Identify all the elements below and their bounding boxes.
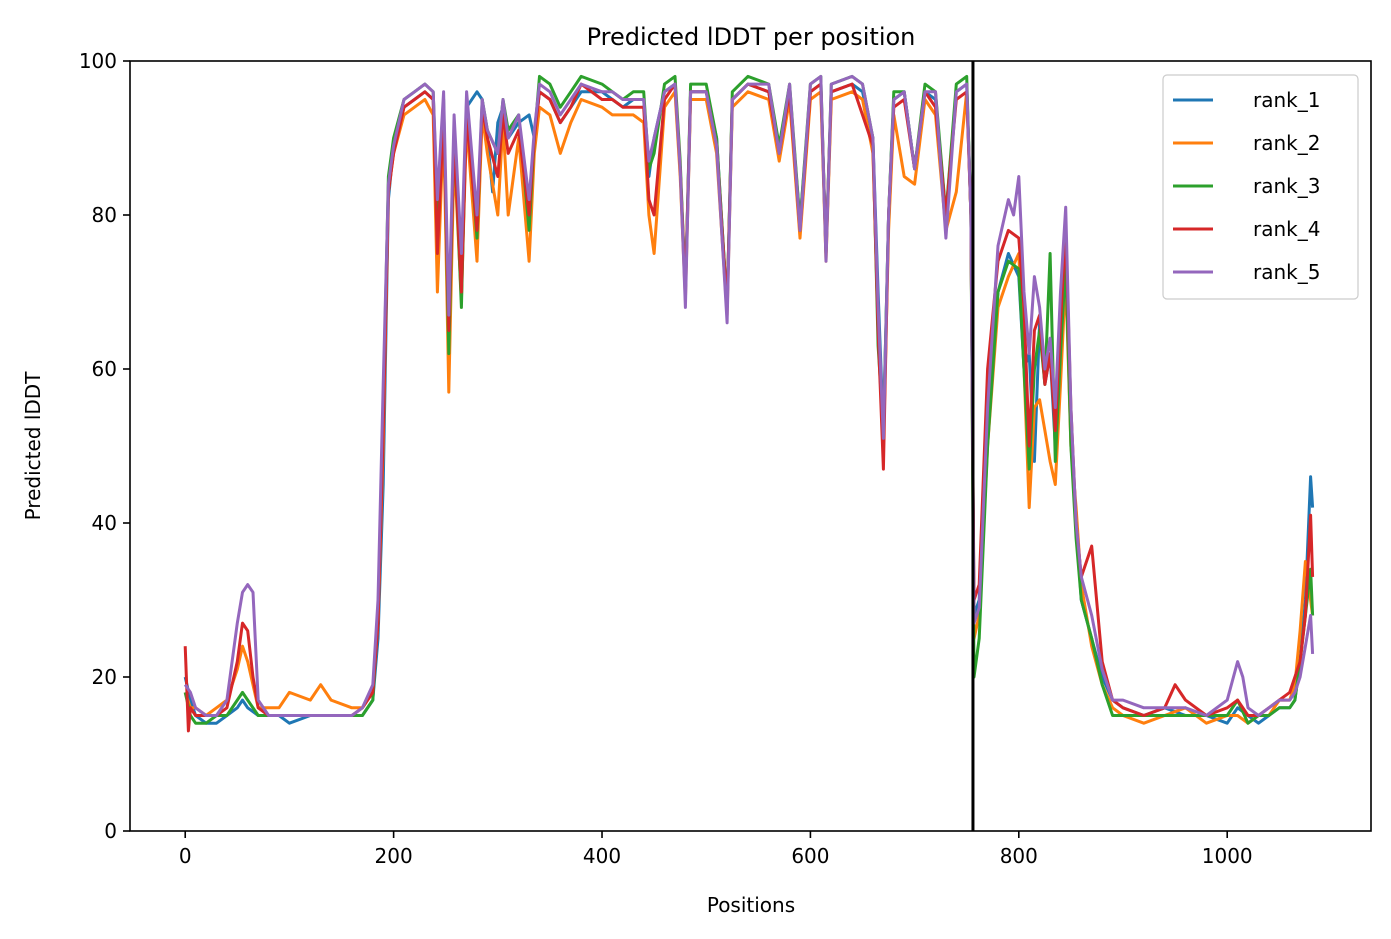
legend-label: rank_5 xyxy=(1253,260,1320,284)
x-tick-label: 1000 xyxy=(1202,844,1253,868)
legend-label: rank_4 xyxy=(1253,217,1320,241)
y-axis: 0 20 40 60 80 100 xyxy=(79,49,130,843)
y-axis-title: Predicted lDDT xyxy=(21,371,45,521)
legend-item-rank-2: rank_2 xyxy=(1173,131,1320,155)
chart-title: Predicted lDDT per position xyxy=(587,23,916,51)
plot-frame xyxy=(129,60,1372,832)
legend-item-rank-3: rank_3 xyxy=(1173,174,1320,198)
x-tick-label: 400 xyxy=(583,844,621,868)
x-tick-label: 0 xyxy=(179,844,192,868)
legend-label: rank_2 xyxy=(1253,131,1320,155)
x-tick-label: 200 xyxy=(375,844,413,868)
x-tick-label: 600 xyxy=(791,844,829,868)
y-tick-label: 0 xyxy=(104,819,117,843)
y-tick-label: 20 xyxy=(92,665,117,689)
legend-label: rank_3 xyxy=(1253,174,1320,198)
y-tick-label: 80 xyxy=(92,203,117,227)
legend-item-rank-1: rank_1 xyxy=(1173,88,1320,112)
x-axis: 0 200 400 600 800 1000 xyxy=(179,831,1253,868)
x-tick-label: 800 xyxy=(1000,844,1038,868)
series-line-rank-5 xyxy=(183,74,1315,717)
x-axis-title: Positions xyxy=(707,893,795,917)
series-layer xyxy=(183,74,1315,733)
y-tick-label: 40 xyxy=(92,511,117,535)
legend: rank_1 rank_2 rank_3 rank_4 rank_5 xyxy=(1162,74,1359,300)
legend-box xyxy=(1162,74,1359,300)
legend-item-rank-4: rank_4 xyxy=(1173,217,1320,241)
y-tick-label: 60 xyxy=(92,357,117,381)
y-tick-label: 100 xyxy=(79,49,117,73)
legend-label: rank_1 xyxy=(1253,88,1320,112)
legend-item-rank-5: rank_5 xyxy=(1173,260,1320,284)
